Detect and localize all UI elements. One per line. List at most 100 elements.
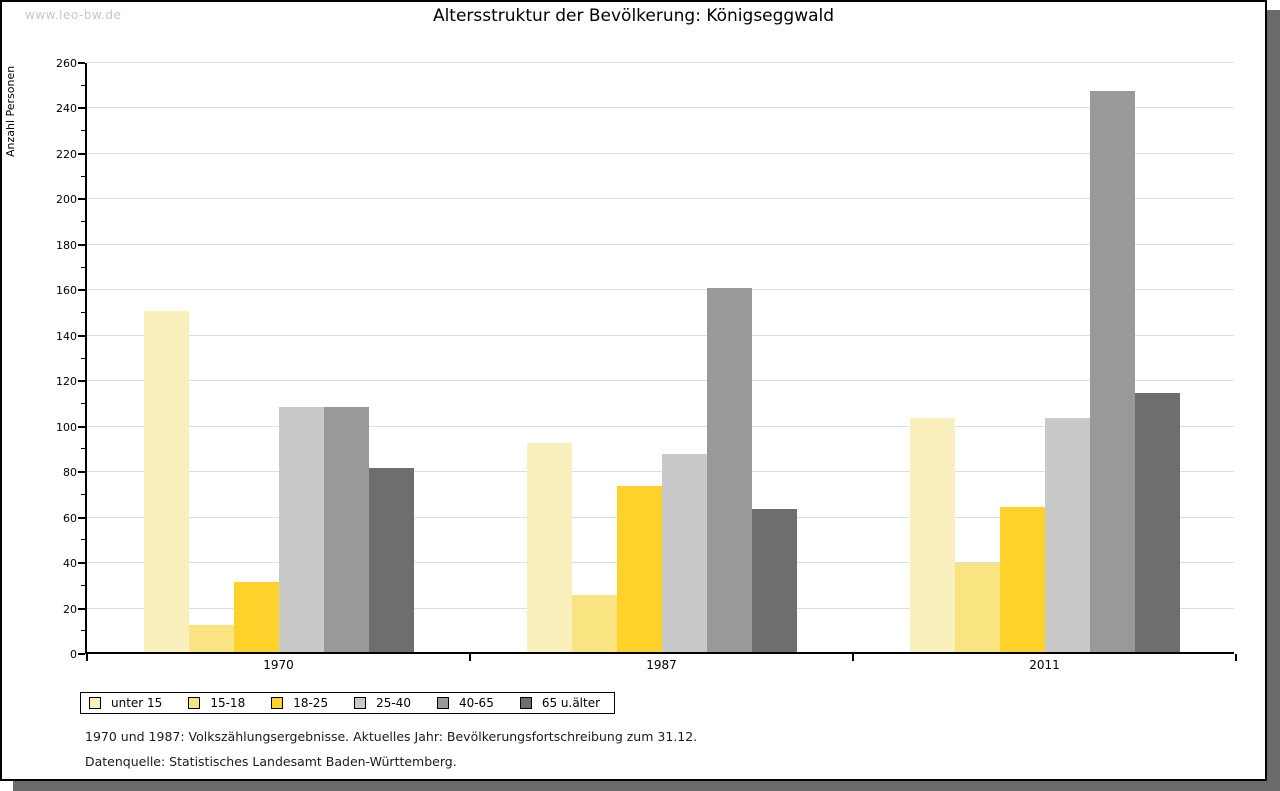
x-axis-tick (469, 654, 471, 661)
y-tick-label: 0 (70, 648, 77, 661)
x-axis-tick (86, 654, 88, 661)
y-tick-label: 80 (63, 466, 77, 480)
legend-item: 15-18 (188, 696, 245, 710)
y-axis-major-tick (78, 607, 85, 610)
x-axis-tick (1235, 654, 1237, 661)
legend-label: 40-65 (458, 696, 494, 710)
legend-item: 25-40 (354, 696, 411, 710)
y-axis-minor-tick (81, 357, 85, 359)
y-axis-minor-tick (81, 584, 85, 586)
plot-area: 0 20 40 60 80 100 120 140 160 180 200 220 240 260 1970… (56, 58, 1237, 672)
x-axis-tick (852, 654, 854, 661)
y-axis-minor-tick (81, 493, 85, 495)
watermark: www.leo-bw.de (25, 8, 122, 22)
legend-label: unter 15 (111, 696, 163, 710)
bar-2011-15-18 (954, 563, 1000, 652)
y-tick-label: 200 (56, 193, 77, 207)
y-axis-major-tick (78, 289, 85, 292)
gridline (87, 107, 1234, 109)
bar-2011-65 u.älter (1134, 392, 1180, 652)
y-axis-label: Anzahl Personen (4, 65, 17, 157)
legend-item: 40-65 (436, 696, 494, 710)
y-axis-major-tick (78, 516, 85, 519)
footnote-data-source: Datenquelle: Statistisches Landesamt Bad… (85, 754, 457, 769)
gridline (87, 380, 1234, 382)
bar-1987-15-18 (571, 595, 617, 652)
y-axis-major-tick (78, 107, 85, 110)
legend-label: 25-40 (376, 696, 411, 710)
legend-swatch-icon (188, 697, 201, 709)
legend-swatch-icon (271, 697, 284, 709)
y-tick-label: 220 (56, 147, 77, 161)
y-axis-major-tick (78, 62, 85, 64)
y-tick-label: 40 (63, 557, 77, 571)
y-tick-label: 160 (56, 284, 77, 298)
y-axis-minor-tick (81, 130, 85, 132)
legend-swatch-icon (354, 697, 367, 709)
y-axis-minor-tick (81, 84, 85, 86)
legend-item: 65 u.älter (519, 696, 601, 710)
y-axis-minor-tick (81, 221, 85, 223)
gridline (87, 334, 1234, 336)
legend-item: 18-25 (271, 696, 328, 710)
x-category-label: 1970 (263, 658, 294, 672)
y-tick-label: 240 (56, 102, 77, 116)
bar-1987-65 u.älter (751, 508, 797, 652)
y-axis-major-tick (78, 562, 85, 565)
y-axis-major-tick (78, 653, 85, 655)
legend-label: 15-18 (210, 696, 246, 710)
y-tick-label: 100 (56, 420, 77, 434)
legend-swatch-icon (519, 697, 532, 709)
y-axis-minor-tick (81, 266, 85, 268)
bar-2011-unter 15 (909, 417, 955, 652)
y-tick-label: 60 (63, 511, 77, 525)
bar-1987-25-40 (661, 454, 707, 652)
y-tick-label: 260 (56, 57, 77, 70)
bar-1987-40-65 (706, 288, 752, 652)
y-tick-label: 140 (56, 329, 77, 343)
legend-label: 18-25 (293, 696, 329, 710)
bar-2011-18-25 (999, 506, 1045, 652)
y-axis-minor-tick (81, 312, 85, 314)
bar-1970-65 u.älter (368, 467, 414, 652)
y-axis-minor-tick (81, 175, 85, 177)
y-axis-major-tick (78, 198, 85, 201)
bar-1987-18-25 (616, 486, 662, 652)
y-axis-major-tick (78, 380, 85, 383)
x-category-label: 2011 (1029, 658, 1060, 672)
y-axis-major-tick (78, 243, 85, 246)
y-axis-major-tick (78, 425, 85, 428)
y-axis-minor-tick (81, 630, 85, 632)
legend-swatch-icon (436, 697, 449, 709)
bar-2011-40-65 (1089, 90, 1135, 652)
y-tick-label: 120 (56, 375, 77, 389)
bar-1970-25-40 (278, 406, 324, 652)
gridline (87, 198, 1234, 200)
legend-item: unter 15 (89, 696, 162, 710)
bar-1970-18-25 (233, 581, 279, 652)
legend-label: 65 u.älter (541, 696, 601, 710)
legend: unter 15 15-18 18-25 25-40 40-65 65 u.älter (80, 692, 616, 714)
gridline (87, 62, 1234, 63)
gridline (87, 243, 1234, 245)
y-axis-minor-tick (81, 448, 85, 450)
gridline (87, 471, 1234, 473)
gridline (87, 425, 1234, 427)
legend-swatch-icon (89, 697, 101, 709)
chart-title: Altersstruktur der Bevölkerung: Königseg… (432, 6, 835, 26)
y-axis-minor-tick (81, 402, 85, 404)
y-axis-major-tick (78, 152, 85, 155)
bar-1970-40-65 (323, 406, 369, 652)
y-tick-label: 180 (56, 238, 77, 252)
footnote-source-note: 1970 und 1987: Volkszählungsergebnisse. … (85, 729, 698, 744)
y-axis-major-tick (78, 334, 85, 337)
y-tick-label: 20 (63, 602, 77, 616)
bar-1970-15-18 (188, 624, 234, 652)
y-axis-minor-tick (81, 539, 85, 541)
bar-2011-25-40 (1044, 417, 1090, 652)
gridline (87, 289, 1234, 291)
gridline (87, 152, 1234, 154)
y-axis-major-tick (78, 471, 85, 474)
bar-1970-unter 15 (143, 311, 189, 652)
chart-window: www.leo-bw.de Altersstruktur der Bevölke… (0, 0, 1267, 781)
